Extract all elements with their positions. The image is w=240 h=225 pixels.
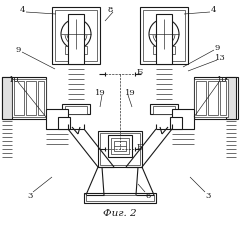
Text: Б: Б bbox=[137, 142, 143, 150]
Text: 3: 3 bbox=[27, 191, 33, 199]
Bar bbox=[2, 78, 46, 119]
Polygon shape bbox=[104, 195, 110, 203]
Text: 3: 3 bbox=[205, 191, 211, 199]
Bar bbox=[172, 110, 194, 129]
Bar bbox=[100, 133, 140, 165]
Text: Фиг. 2: Фиг. 2 bbox=[103, 209, 137, 218]
Bar bbox=[14, 82, 24, 115]
Bar bbox=[86, 195, 154, 201]
Bar bbox=[194, 78, 238, 119]
Polygon shape bbox=[130, 195, 136, 203]
Bar bbox=[143, 11, 185, 62]
Text: 10: 10 bbox=[9, 76, 19, 84]
Text: 10: 10 bbox=[217, 76, 227, 84]
Bar bbox=[26, 82, 36, 115]
Bar bbox=[55, 11, 97, 62]
Bar bbox=[65, 47, 87, 55]
Text: 8: 8 bbox=[107, 6, 113, 14]
Bar bbox=[170, 117, 182, 129]
Text: 19: 19 bbox=[95, 89, 105, 97]
Bar bbox=[12, 80, 46, 117]
Bar bbox=[220, 82, 226, 115]
Polygon shape bbox=[130, 195, 136, 203]
Bar bbox=[46, 110, 68, 129]
Bar bbox=[68, 15, 84, 65]
Text: 9: 9 bbox=[214, 44, 220, 52]
Bar bbox=[62, 105, 90, 115]
Text: 19: 19 bbox=[125, 89, 135, 97]
Text: Б: Б bbox=[137, 68, 143, 76]
Circle shape bbox=[61, 20, 91, 50]
Bar bbox=[196, 82, 206, 115]
Bar bbox=[111, 138, 129, 154]
Bar bbox=[150, 105, 178, 115]
Circle shape bbox=[149, 20, 179, 50]
Bar bbox=[38, 82, 44, 115]
Text: 9: 9 bbox=[15, 46, 21, 54]
Bar bbox=[2, 78, 12, 119]
Bar bbox=[208, 82, 218, 115]
Bar bbox=[226, 78, 236, 119]
Bar bbox=[194, 80, 228, 117]
Text: 13: 13 bbox=[215, 54, 225, 62]
Text: 4: 4 bbox=[19, 6, 25, 14]
Bar bbox=[153, 47, 175, 55]
Bar bbox=[84, 193, 156, 203]
Text: 6: 6 bbox=[145, 191, 151, 199]
Bar bbox=[140, 8, 188, 65]
Bar bbox=[65, 106, 87, 115]
Bar bbox=[114, 141, 126, 151]
Bar bbox=[58, 117, 70, 129]
Bar bbox=[98, 131, 142, 167]
Bar bbox=[153, 106, 175, 115]
Text: 4: 4 bbox=[210, 6, 216, 14]
Bar bbox=[156, 15, 172, 65]
Bar bbox=[108, 135, 132, 157]
Bar bbox=[52, 8, 100, 65]
Polygon shape bbox=[104, 195, 110, 203]
